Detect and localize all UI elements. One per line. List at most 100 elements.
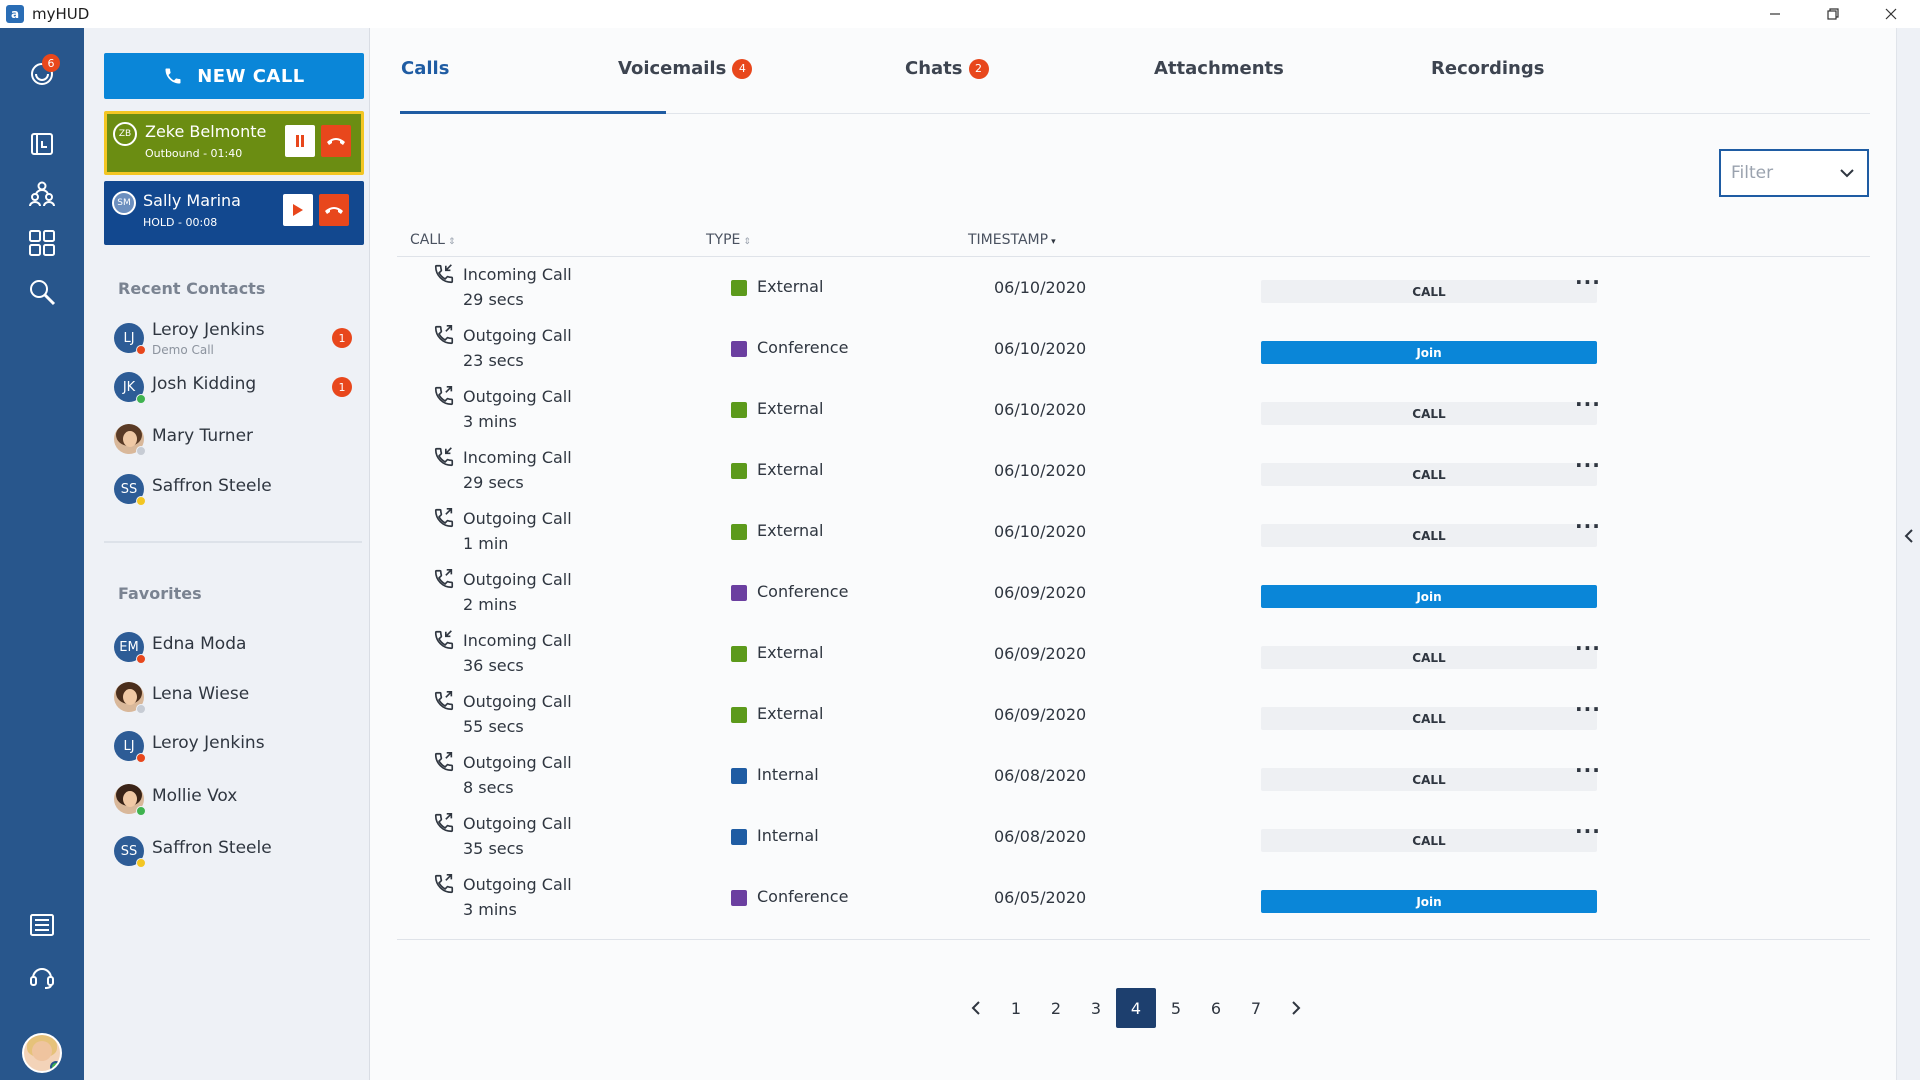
contact-item[interactable]: Mary Turner <box>114 420 364 460</box>
tab-voicemails[interactable]: Voicemails 4 <box>618 58 753 79</box>
column-header-timestamp[interactable]: TIMESTAMP ▾ <box>968 232 1056 248</box>
chats-badge: 2 <box>968 58 989 79</box>
contact-status-indicator <box>136 753 146 763</box>
tab-recordings[interactable]: Recordings <box>1431 58 1545 79</box>
table-row[interactable]: Incoming Call 36 secs External 06/09/2020 CA… <box>397 623 1870 684</box>
notifications-icon[interactable]: 6 <box>22 52 62 92</box>
outgoing-call-icon <box>434 508 454 528</box>
join-button[interactable]: Join <box>1261 341 1597 364</box>
favorite-item[interactable]: Lena Wiese <box>114 678 364 718</box>
call-duration: 36 secs <box>463 656 524 675</box>
chevron-right-icon <box>1292 1001 1301 1015</box>
favorite-item[interactable]: LJ Leroy Jenkins <box>114 727 364 767</box>
support-headset-icon[interactable] <box>22 956 62 996</box>
more-options-icon[interactable]: ··· <box>1575 514 1601 538</box>
contact-item[interactable]: LJ Leroy Jenkins Demo Call 1 <box>114 319 364 359</box>
call-back-button[interactable]: CALL <box>1261 707 1597 730</box>
contact-name: Edna Moda <box>152 634 247 654</box>
held-call-card[interactable]: SM Sally Marina HOLD - 00:08 <box>104 181 364 245</box>
user-status-indicator <box>50 1061 60 1071</box>
table-row[interactable]: Outgoing Call 8 secs Internal 06/08/2020 CAL… <box>397 745 1870 806</box>
column-header-call[interactable]: CALL ⇕ <box>410 232 456 248</box>
contacts-icon[interactable] <box>22 174 62 214</box>
page-4-button[interactable]: 4 <box>1116 988 1156 1028</box>
more-options-icon[interactable]: ··· <box>1575 819 1601 843</box>
call-back-button[interactable]: CALL <box>1261 768 1597 791</box>
table-header: CALL ⇕ TYPE ⇕ TIMESTAMP ▾ <box>397 225 1870 257</box>
page-3-button[interactable]: 3 <box>1090 998 1102 1018</box>
minimize-button[interactable] <box>1746 0 1804 28</box>
page-1-button[interactable]: 1 <box>1010 998 1022 1018</box>
hang-up-icon <box>327 138 345 145</box>
phone-directory-icon[interactable] <box>22 905 62 945</box>
more-options-icon[interactable]: ··· <box>1575 270 1601 294</box>
table-row[interactable]: Outgoing Call 3 mins Conference 06/05/2020 J… <box>397 867 1870 928</box>
tab-calls[interactable]: Calls <box>401 58 450 79</box>
call-back-button[interactable]: CALL <box>1261 524 1597 547</box>
active-call-card[interactable]: ZB Zeke Belmonte Outbound - 01:40 <box>104 111 364 175</box>
chevron-left-icon <box>1904 529 1913 543</box>
table-row[interactable]: Outgoing Call 1 min External 06/10/2020 CALL… <box>397 501 1870 562</box>
tab-chats[interactable]: Chats 2 <box>905 58 989 79</box>
page-5-button[interactable]: 5 <box>1170 998 1182 1018</box>
hold-button[interactable] <box>285 125 315 157</box>
more-options-icon[interactable]: ··· <box>1575 636 1601 660</box>
favorite-item[interactable]: SS Saffron Steele <box>114 832 364 872</box>
resume-button[interactable] <box>283 194 313 226</box>
call-direction: Outgoing Call <box>463 692 572 711</box>
more-options-icon[interactable]: ··· <box>1575 758 1601 782</box>
call-duration: 29 secs <box>463 290 524 309</box>
call-back-button[interactable]: CALL <box>1261 280 1597 303</box>
call-history-icon[interactable] <box>22 124 62 164</box>
more-options-icon[interactable]: ··· <box>1575 392 1601 416</box>
favorite-item[interactable]: EM Edna Moda <box>114 628 364 668</box>
active-call-status: Outbound - 01:40 <box>145 147 243 160</box>
call-back-button[interactable]: CALL <box>1261 402 1597 425</box>
call-back-button[interactable]: CALL <box>1261 646 1597 669</box>
call-back-button[interactable]: CALL <box>1261 829 1597 852</box>
table-row[interactable]: Outgoing Call 55 secs External 06/09/2020 CA… <box>397 684 1870 745</box>
apps-grid-icon[interactable] <box>22 223 62 263</box>
page-7-button[interactable]: 7 <box>1250 998 1262 1018</box>
join-button[interactable]: Join <box>1261 585 1597 608</box>
held-call-name: Sally Marina <box>143 191 241 210</box>
filter-dropdown[interactable]: Filter <box>1719 149 1869 197</box>
nav-rail: 6 <box>0 28 84 1080</box>
hang-up-button[interactable] <box>319 194 349 226</box>
call-direction: Outgoing Call <box>463 326 572 345</box>
call-back-button[interactable]: CALL <box>1261 463 1597 486</box>
call-timestamp: 06/09/2020 <box>994 644 1087 663</box>
contact-item[interactable]: JK Josh Kidding 1 <box>114 368 364 408</box>
play-icon <box>293 204 303 216</box>
table-row[interactable]: Outgoing Call 3 mins External 06/10/2020 CAL… <box>397 379 1870 440</box>
user-avatar[interactable] <box>22 1033 62 1073</box>
table-row[interactable]: Outgoing Call 23 secs Conference 06/10/2020… <box>397 318 1870 379</box>
filter-placeholder: Filter <box>1731 163 1774 183</box>
table-row[interactable]: Incoming Call 29 secs External 06/10/2020 CA… <box>397 440 1870 501</box>
title-bar: a myHUD <box>0 0 1920 28</box>
search-icon[interactable] <box>22 272 62 312</box>
tab-attachments[interactable]: Attachments <box>1154 58 1284 79</box>
table-row[interactable]: Outgoing Call 2 mins Conference 06/09/2020 J… <box>397 562 1870 623</box>
main-panel: Calls Voicemails 4 Chats 2 Attachments Rec… <box>370 28 1896 1080</box>
close-button[interactable] <box>1862 0 1920 28</box>
prev-page-button[interactable] <box>956 988 996 1028</box>
more-options-icon[interactable]: ··· <box>1575 697 1601 721</box>
column-header-type[interactable]: TYPE ⇕ <box>706 232 751 248</box>
recent-contacts-title: Recent Contacts <box>118 279 266 298</box>
hang-up-button[interactable] <box>321 125 351 157</box>
table-row[interactable]: Incoming Call 29 secs External 06/10/2020 CA… <box>397 257 1870 318</box>
next-page-button[interactable] <box>1276 988 1316 1028</box>
contact-item[interactable]: SS Saffron Steele <box>114 470 364 510</box>
favorite-item[interactable]: Mollie Vox <box>114 780 364 820</box>
call-duration: 1 min <box>463 534 509 553</box>
join-button[interactable]: Join <box>1261 890 1597 913</box>
held-call-status: HOLD - 00:08 <box>143 216 218 229</box>
restore-button[interactable] <box>1804 0 1862 28</box>
table-row[interactable]: Outgoing Call 35 secs Internal 06/08/2020 CA… <box>397 806 1870 867</box>
more-options-icon[interactable]: ··· <box>1575 453 1601 477</box>
page-2-button[interactable]: 2 <box>1050 998 1062 1018</box>
expand-panel-button[interactable] <box>1903 528 1915 548</box>
new-call-button[interactable]: NEW CALL <box>104 53 364 99</box>
page-6-button[interactable]: 6 <box>1210 998 1222 1018</box>
